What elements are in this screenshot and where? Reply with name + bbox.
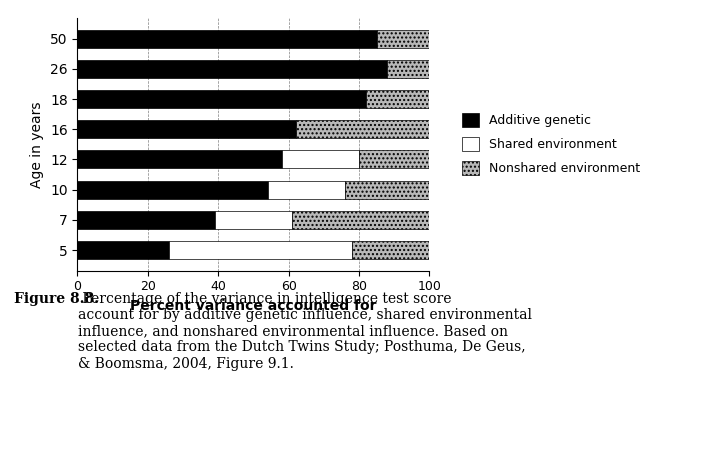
Bar (77, 150, 282, 169)
Bar (268, 180, 345, 199)
Bar (282, 150, 359, 169)
Bar (296, 120, 429, 138)
Bar (77, 120, 296, 138)
Text: Figure 8.8.: Figure 8.8. (14, 292, 99, 306)
Bar (215, 211, 292, 229)
Y-axis label: Age in years: Age in years (30, 101, 44, 188)
Bar (77, 180, 268, 199)
Bar (77, 241, 169, 259)
Bar (77, 29, 377, 48)
Bar (359, 150, 429, 169)
Bar (345, 180, 429, 199)
Bar (77, 60, 387, 78)
X-axis label: Percent variance accounted for: Percent variance accounted for (130, 299, 377, 313)
Bar (377, 29, 429, 48)
Legend: Additive genetic, Shared environment, Nonshared environment: Additive genetic, Shared environment, No… (457, 108, 646, 180)
Bar (292, 211, 429, 229)
Text: Percentage of the variance in intelligence test score
account for by additive ge: Percentage of the variance in intelligen… (77, 292, 532, 371)
Bar (77, 90, 366, 108)
Bar (169, 241, 352, 259)
Bar (77, 211, 215, 229)
Bar (352, 241, 429, 259)
Bar (366, 90, 429, 108)
Bar (387, 60, 429, 78)
